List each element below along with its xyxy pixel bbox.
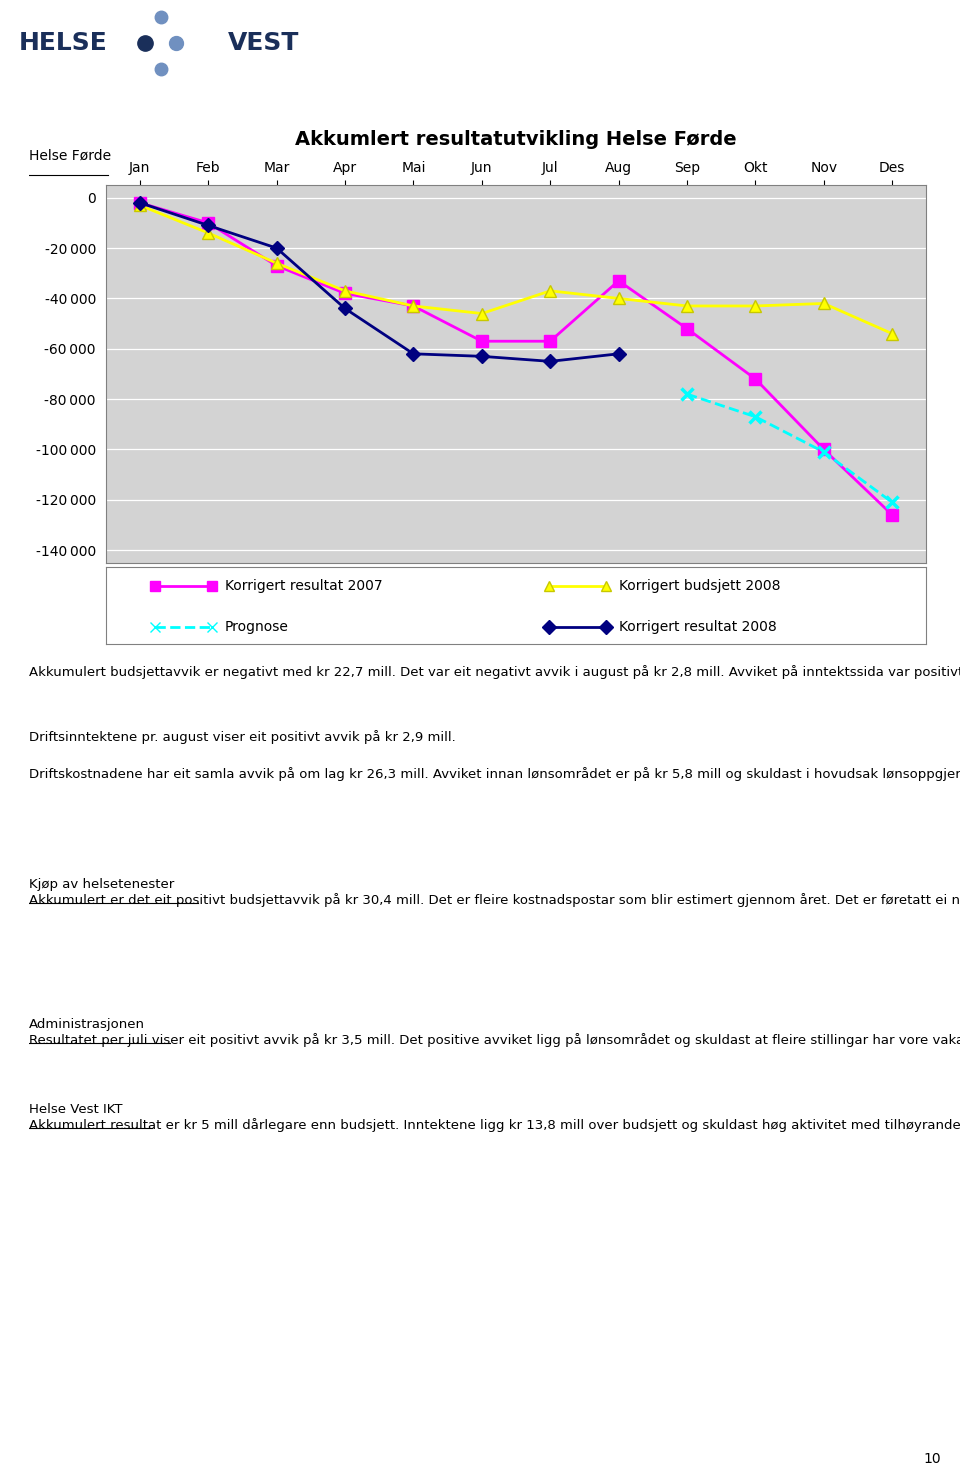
Text: Helse Vest IKT: Helse Vest IKT [29, 1103, 122, 1117]
Text: Akkumulert budsjettavvik er negativt med kr 22,7 mill. Det var eit negativt avvi: Akkumulert budsjettavvik er negativt med… [29, 665, 960, 678]
Text: Akkumulert er det eit positivt budsjettavvik på kr 30,4 mill. Det er fleire kost: Akkumulert er det eit positivt budsjetta… [29, 893, 960, 906]
Title: Akkumlert resultatutvikling Helse Førde: Akkumlert resultatutvikling Helse Førde [295, 130, 737, 148]
Text: Akkumulert resultat er kr 5 mill dårlegare enn budsjett. Inntektene ligg kr 13,8: Akkumulert resultat er kr 5 mill dårlega… [29, 1118, 960, 1131]
Text: VEST: VEST [228, 31, 300, 55]
Text: 10: 10 [924, 1451, 941, 1466]
Text: Driftskostnadene har eit samla avvik på om lag kr 26,3 mill. Avviket innan lønso: Driftskostnadene har eit samla avvik på … [29, 767, 960, 780]
Text: Driftsinntektene pr. august viser eit positivt avvik på kr 2,9 mill.: Driftsinntektene pr. august viser eit po… [29, 730, 456, 743]
Text: Administrasjonen: Administrasjonen [29, 1017, 145, 1031]
Text: Resultatet per juli viser eit positivt avvik på kr 3,5 mill. Det positive avvike: Resultatet per juli viser eit positivt a… [29, 1032, 960, 1047]
Text: Korrigert resultat 2008: Korrigert resultat 2008 [618, 621, 777, 634]
Text: Helse Førde: Helse Førde [29, 148, 111, 163]
Text: Prognose: Prognose [225, 621, 289, 634]
Text: Kjøp av helsetenester: Kjøp av helsetenester [29, 878, 174, 892]
Text: Korrigert resultat 2007: Korrigert resultat 2007 [225, 579, 382, 594]
Text: HELSE: HELSE [19, 31, 108, 55]
Text: Korrigert budsjett 2008: Korrigert budsjett 2008 [618, 579, 780, 594]
